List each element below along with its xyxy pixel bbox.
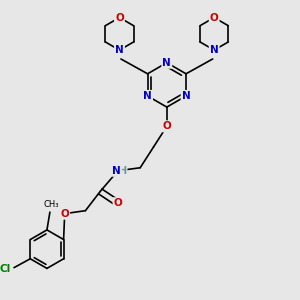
Text: H: H bbox=[118, 166, 127, 176]
Text: N: N bbox=[162, 58, 171, 68]
Text: N: N bbox=[143, 91, 152, 101]
Text: N: N bbox=[115, 45, 124, 55]
Text: O: O bbox=[115, 13, 124, 22]
Text: O: O bbox=[162, 121, 171, 131]
Text: N: N bbox=[210, 45, 218, 55]
Text: Cl: Cl bbox=[0, 264, 11, 274]
Text: O: O bbox=[210, 13, 218, 22]
Text: O: O bbox=[60, 208, 69, 219]
Text: N: N bbox=[112, 166, 121, 176]
Text: O: O bbox=[114, 198, 122, 208]
Text: N: N bbox=[182, 91, 190, 101]
Text: CH₃: CH₃ bbox=[44, 200, 59, 209]
